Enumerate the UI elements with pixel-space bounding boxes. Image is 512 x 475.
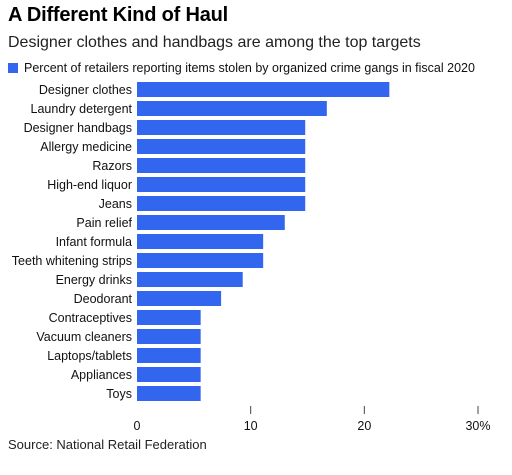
bar [137, 329, 201, 344]
legend-swatch [8, 63, 18, 73]
bar [137, 177, 306, 192]
x-tick-label: 20 [357, 419, 371, 433]
category-label: High-end liquor [47, 178, 132, 192]
category-label: Razors [92, 159, 132, 173]
category-label: Toys [106, 387, 132, 401]
category-label: Vacuum cleaners [36, 330, 132, 344]
legend: Percent of retailers reporting items sto… [8, 61, 475, 75]
bar [137, 120, 306, 135]
source-note: Source: National Retail Federation [8, 437, 207, 452]
bar [137, 234, 264, 249]
category-label: Pain relief [76, 216, 132, 230]
bar [137, 139, 306, 154]
category-label: Energy drinks [56, 273, 132, 287]
chart-subtitle: Designer clothes and handbags are among … [8, 34, 421, 51]
bar [137, 386, 201, 401]
x-tick-label: 10 [244, 419, 258, 433]
category-label: Contraceptives [49, 311, 132, 325]
bar [137, 272, 243, 287]
category-label: Designer handbags [24, 121, 132, 135]
x-tick-label: 0 [134, 419, 141, 433]
bar [137, 215, 285, 230]
bar [137, 348, 201, 363]
bar [137, 101, 327, 116]
bar [137, 367, 201, 382]
chart-title: A Different Kind of Haul [8, 4, 229, 26]
bar [137, 310, 201, 325]
category-label: Deodorant [74, 292, 133, 306]
x-tick-label: 30% [465, 419, 490, 433]
category-label: Designer clothes [39, 83, 132, 97]
legend-label: Percent of retailers reporting items sto… [24, 61, 475, 75]
category-label: Jeans [99, 197, 132, 211]
category-label: Teeth whitening strips [12, 254, 132, 268]
bar [137, 253, 264, 268]
bar [137, 158, 306, 173]
category-label: Laundry detergent [31, 102, 133, 116]
bar [137, 291, 222, 306]
bar [137, 196, 306, 211]
bar [137, 82, 390, 97]
category-label: Infant formula [56, 235, 132, 249]
category-label: Allergy medicine [40, 140, 132, 154]
category-label: Appliances [71, 368, 132, 382]
category-label: Laptops/tablets [47, 349, 132, 363]
